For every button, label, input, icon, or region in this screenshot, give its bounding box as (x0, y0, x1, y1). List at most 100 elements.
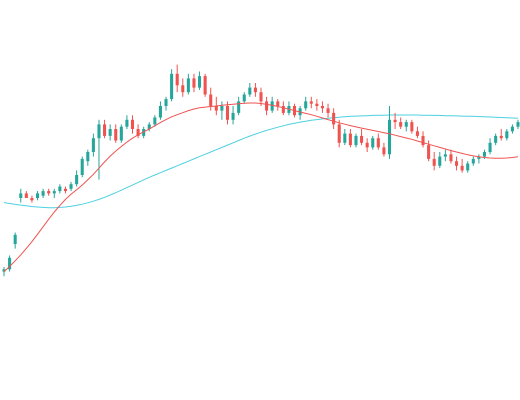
candle-body (142, 129, 146, 136)
candle (2, 267, 6, 277)
candle (438, 152, 442, 169)
candle (259, 87, 263, 106)
candle (237, 96, 241, 116)
candle-body (365, 142, 369, 148)
candle-body (147, 124, 151, 129)
candle (320, 101, 324, 113)
candle-body (8, 257, 12, 270)
candle-body (466, 163, 470, 171)
candle-body (136, 129, 140, 136)
candle-body (13, 234, 17, 244)
candle-body (326, 108, 330, 113)
candle (35, 191, 40, 201)
candle-body (153, 117, 157, 125)
candle (86, 149, 90, 166)
candle (130, 115, 135, 134)
candle-body (19, 193, 23, 198)
candle-body (438, 156, 442, 166)
candle-body (354, 135, 358, 146)
candle-body (477, 156, 481, 159)
candle-body (376, 138, 380, 148)
candle (365, 138, 369, 152)
candle (147, 122, 151, 132)
candle (393, 112, 397, 129)
candle (415, 126, 419, 139)
candle (304, 96, 308, 111)
candle-body (488, 142, 492, 152)
candle (399, 117, 403, 129)
candle (371, 135, 375, 150)
candle (114, 124, 118, 143)
candle-body (460, 165, 464, 171)
candle (125, 115, 129, 129)
candle-body (220, 106, 224, 111)
candle-body (309, 101, 313, 104)
candle-body (119, 126, 123, 141)
candle (315, 99, 319, 111)
candle-body (209, 94, 213, 106)
candle (477, 154, 481, 164)
candle-body (494, 135, 498, 143)
candle (494, 133, 498, 146)
candle (8, 255, 12, 272)
candle-body (248, 87, 252, 95)
candle (253, 83, 257, 97)
candle-body (198, 76, 202, 88)
candle-body (97, 124, 101, 139)
candle-body (86, 152, 90, 162)
candle (298, 106, 302, 120)
ma-slow-layer (3, 114, 519, 209)
candle-body (516, 122, 520, 127)
candle-body (186, 78, 190, 93)
candle (348, 129, 352, 148)
candle-body (231, 112, 235, 120)
candle (410, 119, 414, 134)
candle-body (443, 154, 447, 157)
candle (24, 191, 28, 198)
candle-body (225, 106, 230, 120)
candle (198, 71, 202, 90)
candle (449, 149, 453, 164)
candle (220, 101, 224, 120)
candle (13, 232, 17, 249)
candle (75, 170, 79, 187)
candle-body (315, 103, 319, 106)
candle-body (449, 154, 453, 162)
ma-fast-line (3, 102, 519, 272)
candle (265, 96, 269, 116)
candle-body (399, 122, 403, 127)
candle-body (158, 106, 162, 118)
candle-body (455, 161, 459, 166)
candle (488, 138, 492, 155)
candle-body (170, 73, 174, 100)
candle-body (421, 135, 425, 146)
candle (387, 106, 392, 159)
candle (158, 101, 162, 120)
candle (231, 106, 235, 125)
candle (153, 115, 157, 127)
candle (332, 108, 336, 129)
candle (510, 124, 514, 134)
candle (360, 129, 364, 146)
candle (376, 133, 380, 150)
candle-body (471, 158, 475, 164)
candle-body (30, 198, 34, 201)
candle-body (343, 133, 347, 143)
candle (203, 73, 207, 97)
candle (80, 156, 84, 178)
candle-body (214, 106, 218, 111)
candle (19, 188, 23, 203)
candle-body (410, 122, 414, 132)
candle-body (276, 101, 280, 106)
candle-body (393, 119, 397, 123)
candle-body (432, 158, 436, 166)
candle-body (35, 193, 40, 198)
candle (382, 142, 386, 157)
candle (505, 129, 509, 141)
candle-body (281, 106, 285, 113)
candle-body (348, 133, 352, 146)
candle (186, 73, 190, 95)
candle (47, 188, 51, 196)
